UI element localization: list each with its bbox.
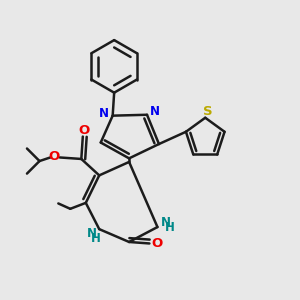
Text: S: S bbox=[203, 105, 212, 118]
Text: O: O bbox=[151, 237, 162, 250]
Text: N: N bbox=[149, 105, 160, 118]
Text: H: H bbox=[165, 220, 175, 233]
Text: H: H bbox=[91, 232, 101, 244]
Text: N: N bbox=[161, 216, 171, 229]
Text: N: N bbox=[99, 107, 109, 120]
Text: O: O bbox=[78, 124, 89, 137]
Text: O: O bbox=[49, 150, 60, 164]
Text: N: N bbox=[87, 227, 97, 240]
